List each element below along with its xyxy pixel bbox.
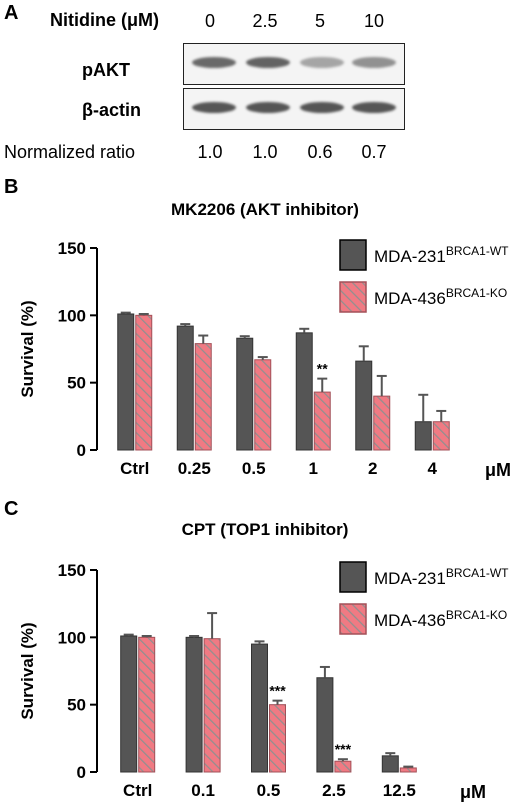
dose-label: 2.5 xyxy=(252,11,278,31)
normalized-value: 1.0 xyxy=(197,142,223,162)
y-tick-label: 100 xyxy=(58,628,86,647)
significance-marker: *** xyxy=(335,741,352,757)
y-tick-label: 50 xyxy=(67,696,86,715)
legend-label-ko: MDA-436BRCA1-KO xyxy=(374,286,507,308)
panel-a-letter: A xyxy=(4,2,19,24)
blot-band xyxy=(300,57,344,68)
blot-label-pakt: pAKT xyxy=(82,60,130,80)
bar-ko xyxy=(194,343,212,451)
y-tick-label: 150 xyxy=(58,239,86,258)
bar-wt xyxy=(251,643,268,773)
bar-wt xyxy=(316,677,334,773)
blot-image-pakt xyxy=(183,43,405,85)
x-tick-label: 2.5 xyxy=(322,781,346,800)
legend-label-wt: MDA-231BRCA1-WT xyxy=(374,244,509,266)
bar-wt xyxy=(295,332,313,451)
dose-label: 10 xyxy=(363,11,385,31)
bar-wt xyxy=(355,360,373,451)
bar-ko xyxy=(203,638,221,773)
bar-wt xyxy=(185,636,203,773)
dose-label: 5 xyxy=(314,11,325,31)
chart-c: 0 50 100 150 Survival (%) Ctrl 0.1 0.5 2.5 12.5 μM… xyxy=(18,561,509,802)
bar-ko xyxy=(254,359,272,451)
bar-ko xyxy=(334,760,352,773)
chart-b-title: MK2206 (AKT inhibitor) xyxy=(171,200,359,219)
x-tick-label: Ctrl xyxy=(120,459,149,478)
blot-band xyxy=(192,102,236,113)
bar-wt xyxy=(381,755,399,773)
bar-wt xyxy=(236,337,254,451)
blot-band xyxy=(246,102,290,113)
bar-wt xyxy=(117,313,135,451)
blot-band xyxy=(246,57,290,68)
legend-label-ko: MDA-436BRCA1-KO xyxy=(374,608,507,630)
y-tick-label: 150 xyxy=(58,561,86,580)
bar-ko xyxy=(135,314,153,451)
normalized-ratio-label: Normalized ratio xyxy=(4,142,136,162)
legend-swatch-ko xyxy=(339,281,367,313)
bar-ko xyxy=(138,636,156,773)
blot-band xyxy=(352,102,396,113)
chart-b: 0 50 100 150 Survival (%) Ctrl 0.25 0.5 1 2 4 μM ** M… xyxy=(18,239,511,480)
x-tick-label: 12.5 xyxy=(383,781,416,800)
significance-marker: ** xyxy=(317,361,328,377)
x-tick-label: 0.25 xyxy=(178,459,211,478)
significance-marker: *** xyxy=(269,683,286,699)
normalized-value: 0.7 xyxy=(361,142,387,162)
blot-label-actin: β-actin xyxy=(82,100,141,120)
legend-swatch-ko xyxy=(339,603,367,635)
legend-label-wt: MDA-231BRCA1-WT xyxy=(374,566,509,588)
bar-wt xyxy=(414,421,432,451)
y-tick-label: 50 xyxy=(67,374,86,393)
x-tick-label: 1 xyxy=(309,459,318,478)
bar-wt xyxy=(120,635,138,773)
normalized-value: 1.0 xyxy=(252,142,278,162)
blot-band xyxy=(352,57,396,68)
bar-ko xyxy=(269,704,286,773)
legend-swatch-wt xyxy=(339,561,367,593)
bar-wt xyxy=(176,325,194,451)
y-axis-label: Survival (%) xyxy=(18,622,37,719)
treatment-label: Nitidine (μM) xyxy=(50,10,159,30)
blot-band xyxy=(192,57,236,68)
blot-image-actin xyxy=(183,88,405,130)
bar-ko xyxy=(432,421,450,451)
y-tick-label: 0 xyxy=(77,763,86,782)
x-tick-label: 2 xyxy=(368,459,377,478)
panel-c-letter: C xyxy=(4,498,19,520)
dose-label: 0 xyxy=(204,11,215,31)
y-tick-label: 0 xyxy=(77,441,86,460)
y-axis-label: Survival (%) xyxy=(18,300,37,397)
chart-c-title: CPT (TOP1 inhibitor) xyxy=(181,520,349,539)
normalized-value: 0.6 xyxy=(307,142,333,162)
blot-band xyxy=(300,102,344,113)
legend-swatch-wt xyxy=(339,239,367,271)
panel-b-letter: B xyxy=(4,176,19,198)
bar-ko xyxy=(399,767,417,773)
x-tick-label: 4 xyxy=(428,459,438,478)
y-tick-label: 100 xyxy=(58,306,86,325)
x-tick-label: 0.1 xyxy=(191,781,215,800)
bar-ko xyxy=(313,391,331,451)
x-tick-label: 0.5 xyxy=(242,459,266,478)
bar-ko xyxy=(373,395,391,451)
x-unit-label: μM xyxy=(460,782,486,802)
x-tick-label: Ctrl xyxy=(123,781,152,800)
x-unit-label: μM xyxy=(485,460,511,480)
x-tick-label: 0.5 xyxy=(257,781,281,800)
